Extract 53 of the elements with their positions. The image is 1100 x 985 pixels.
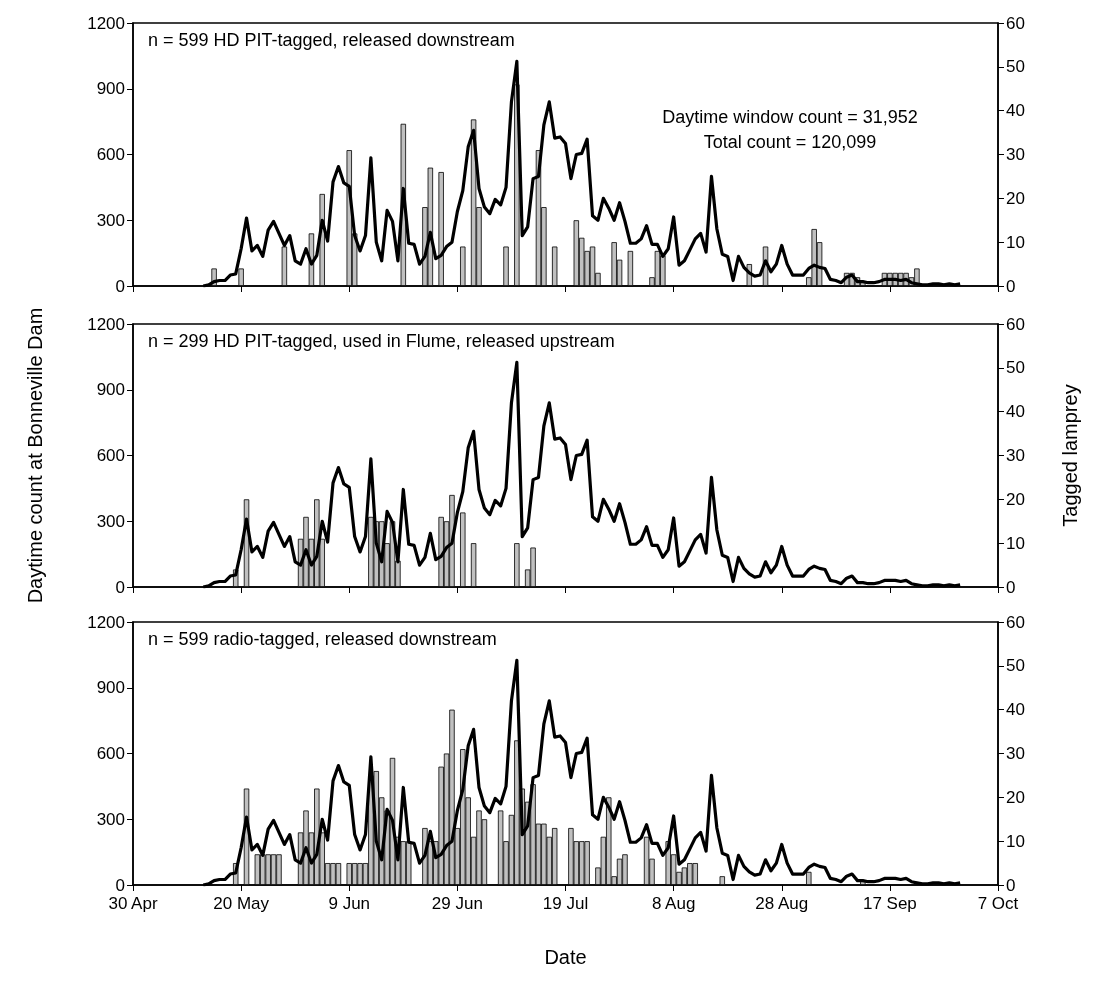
y2-tick-label: 0 [1006, 276, 1016, 296]
y-tick-label: 600 [96, 744, 125, 763]
y-tick-label: 1200 [87, 314, 125, 334]
x-tick-label: 28 Aug [755, 894, 809, 913]
y2-tick-label: 20 [1006, 489, 1025, 509]
x-axis-title: Date [544, 946, 587, 968]
y2-tick-label: 0 [1006, 875, 1016, 895]
y2-tick-label: 60 [1006, 314, 1025, 334]
x-tick-label: 17 Sep [862, 894, 917, 913]
y-tick-label: 300 [96, 511, 125, 531]
y2-axis-title: Tagged lamprey [1059, 384, 1081, 527]
y2-tick-label: 10 [1006, 533, 1025, 553]
y2-tick-label: 50 [1006, 656, 1025, 676]
y2-tick-label: 30 [1006, 744, 1025, 763]
y-axis-title: Daytime count at Bonneville Dam [24, 307, 46, 604]
x-tick-label: 20 May [213, 894, 270, 913]
annotation: n = 299 HD PIT-tagged, used in Flume, released upstream [148, 331, 615, 351]
y2-tick-label: 40 [1006, 700, 1025, 720]
y-tick-label: 900 [96, 79, 125, 99]
y-tick-label: 0 [115, 276, 125, 296]
y2-tick-label: 30 [1006, 446, 1025, 465]
y2-tick-label: 60 [1006, 13, 1025, 33]
y-tick-label: 1200 [87, 13, 125, 33]
y-tick-label: 900 [96, 678, 125, 698]
annotation: Daytime window count = 31,952 [662, 107, 918, 127]
y2-tick-label: 40 [1006, 101, 1025, 121]
y-tick-label: 600 [96, 446, 125, 465]
y2-tick-label: 60 [1006, 612, 1025, 632]
y2-tick-label: 50 [1006, 57, 1025, 77]
y2-tick-label: 0 [1006, 577, 1016, 597]
y2-tick-label: 30 [1006, 145, 1025, 164]
x-tick-label: 8 Aug [651, 894, 696, 913]
y-tick-label: 900 [96, 380, 125, 400]
y2-tick-label: 20 [1006, 188, 1025, 208]
x-tick-label: 7 Oct [977, 894, 1019, 913]
annotation: n = 599 radio-tagged, released downstream [148, 629, 497, 649]
y2-tick-label: 20 [1006, 787, 1025, 807]
x-tick-label: 9 Jun [328, 894, 371, 913]
y-tick-label: 300 [96, 809, 125, 829]
y-tick-label: 0 [115, 577, 125, 597]
y-tick-label: 300 [96, 210, 125, 230]
y2-tick-label: 10 [1006, 232, 1025, 252]
y-tick-label: 600 [96, 145, 125, 164]
x-tick-label: 30 Apr [108, 894, 158, 913]
annotation: Total count = 120,099 [703, 132, 877, 152]
x-tick-label: 19 Jul [542, 894, 589, 913]
y-tick-label: 0 [115, 875, 125, 895]
y2-tick-label: 50 [1006, 358, 1025, 378]
y2-tick-label: 40 [1006, 402, 1025, 422]
y2-tick-label: 10 [1006, 831, 1025, 851]
x-tick-label: 29 Jun [431, 894, 483, 913]
annotation: n = 599 HD PIT-tagged, released downstream [148, 30, 515, 50]
y-tick-label: 1200 [87, 612, 125, 632]
